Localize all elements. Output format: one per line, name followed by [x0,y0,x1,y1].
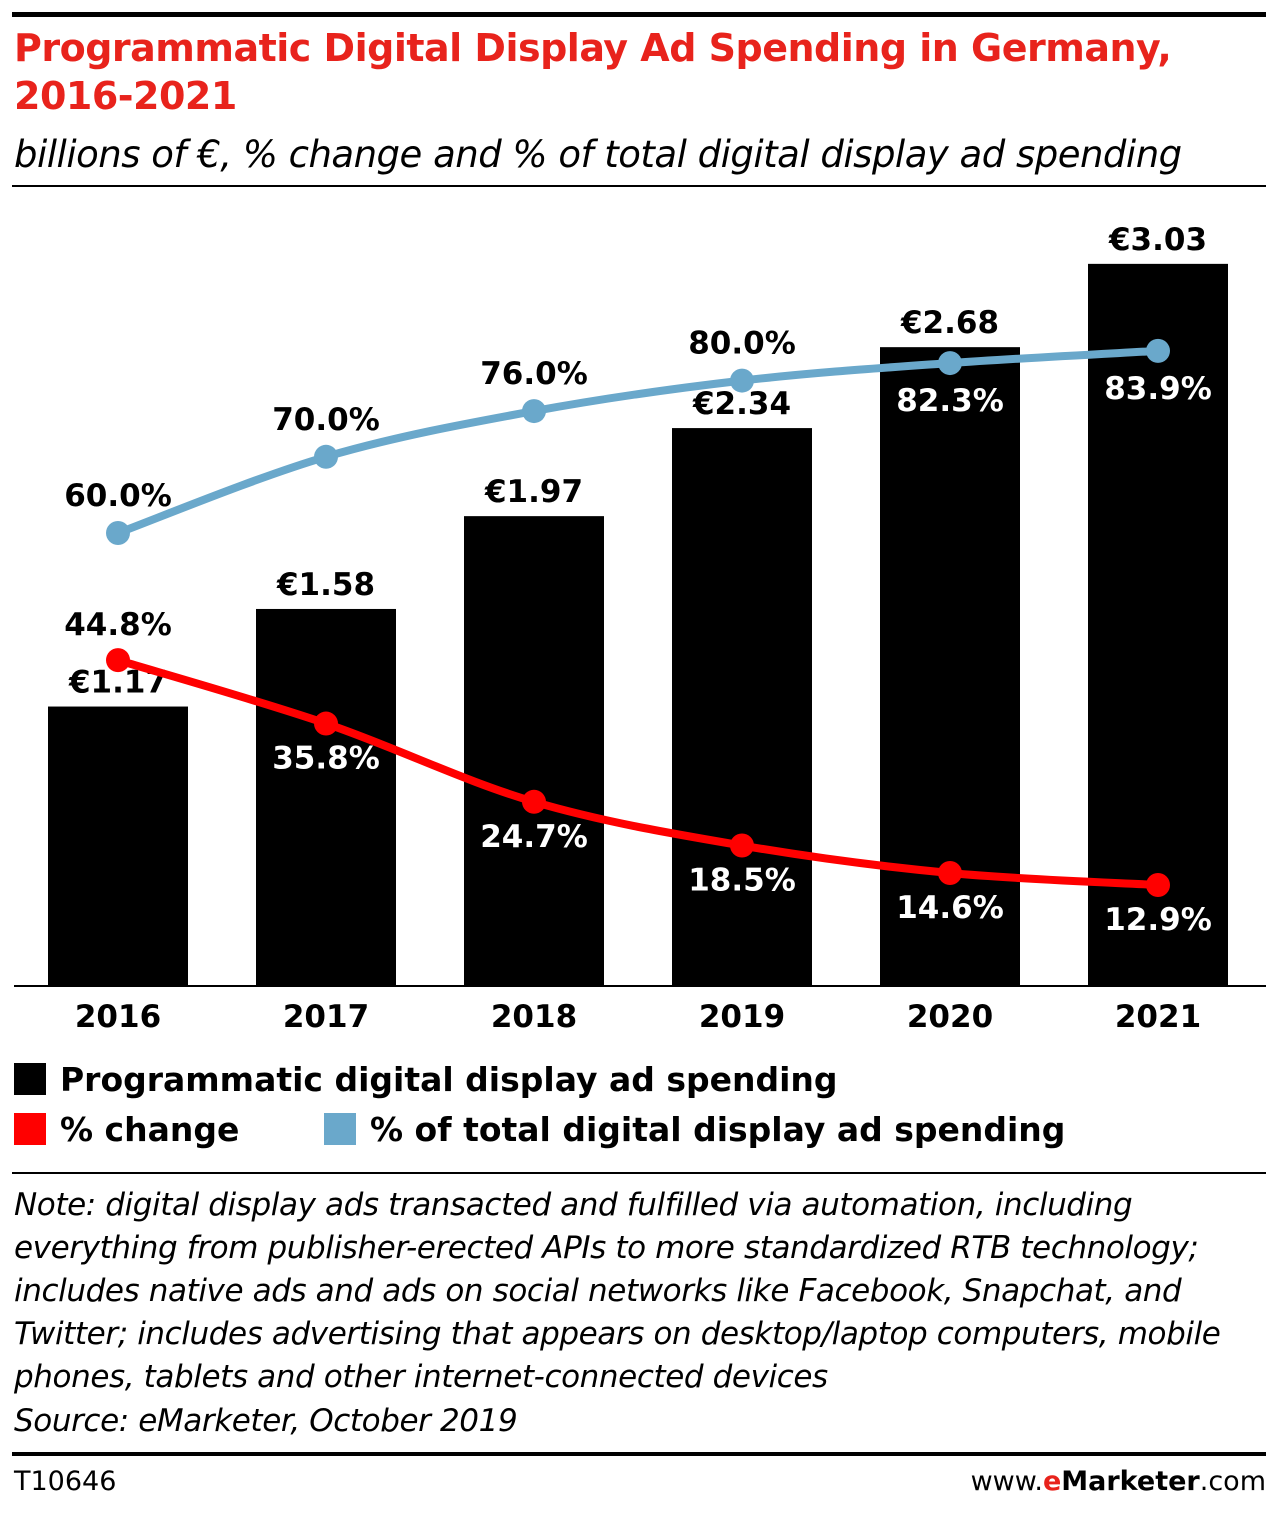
share-label-2019: 80.0% [688,326,796,362]
chart-title: Programmatic Digital Display Ad Spending… [14,26,1172,118]
brand-suffix: .com [1199,1466,1266,1497]
bottom-rule [12,1452,1266,1456]
share-point-2019 [730,368,754,393]
share-label-2020: 82.3% [896,383,1004,419]
change-point-2017 [314,711,338,736]
note-rule [12,1172,1266,1174]
bar-value-label-2018: €1.97 [484,474,583,510]
change-point-2016 [106,648,130,673]
bar-2018 [464,516,604,985]
legend-item-change: % change [14,1110,239,1150]
x-tick-label-2020: 2020 [907,999,993,1035]
chart-note: Note: digital display ads transacted and… [14,1187,1221,1395]
brand-prefix: www. [970,1466,1043,1497]
share-point-2018 [522,399,546,424]
share-label-2018: 76.0% [480,356,588,392]
legend-label-share: % of total digital display ad spending [370,1110,1066,1149]
legend-swatch-change [14,1113,46,1145]
bar-2017 [256,608,396,985]
change-label-2016: 44.8% [64,607,172,643]
chart-subtitle: billions of €, % change and % of total d… [14,133,1182,176]
x-tick-label-2017: 2017 [283,999,369,1035]
share-point-2016 [106,521,130,545]
chart-id: T10646 [14,1466,117,1497]
legend-label-change: % change [60,1110,240,1149]
brand-e: e [1042,1466,1062,1497]
bar-value-label-2017: €1.58 [276,567,375,603]
share-point-2021 [1146,338,1170,363]
bar-value-label-2020: €2.68 [900,305,999,341]
bar-2019 [672,428,812,985]
share-label-2016: 60.0% [64,478,172,514]
share-point-2020 [938,351,962,376]
legend-label-spending: Programmatic digital display ad spending [60,1060,838,1099]
legend-item-share: % of total digital display ad spending [324,1110,1065,1150]
share-label-2017: 70.0% [272,402,380,438]
top-rule [12,12,1266,17]
bar-value-label-2021: €3.03 [1108,222,1207,258]
legend-swatch-share [324,1113,356,1145]
change-label-2017: 35.8% [272,741,380,777]
legend-swatch-spending [14,1063,46,1095]
bar-2016 [48,706,188,985]
share-label-2021: 83.9% [1104,371,1212,407]
change-point-2018 [522,789,546,814]
change-point-2021 [1146,873,1170,897]
x-tick-label-2021: 2021 [1115,999,1201,1035]
x-tick-label-2019: 2019 [699,999,785,1035]
change-line [114,656,1162,889]
change-label-2019: 18.5% [688,863,796,899]
change-label-2021: 12.9% [1104,902,1212,938]
chart-source: Source: eMarketer, October 2019 [14,1403,518,1439]
x-tick-label-2018: 2018 [491,999,577,1035]
legend-item-spending: Programmatic digital display ad spending [14,1060,838,1100]
change-point-2020 [938,861,962,886]
change-label-2020: 14.6% [896,890,1004,926]
share-point-2017 [314,444,338,469]
subtitle-rule [12,185,1266,187]
share-line [114,346,1162,537]
bar-2021 [1088,263,1228,985]
change-label-2018: 24.7% [480,819,588,855]
brand-name: Marketer [1061,1466,1200,1497]
brand-link[interactable]: www.eMarketer.com [971,1464,1266,1500]
change-point-2019 [730,833,754,858]
x-tick-label-2016: 2016 [75,999,161,1035]
